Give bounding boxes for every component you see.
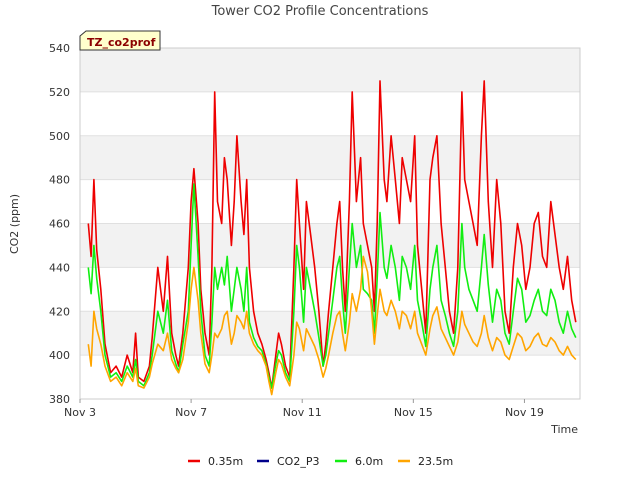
badge-label: TZ_co2prof	[87, 36, 156, 49]
x-tick-label: Nov 11	[283, 406, 322, 419]
legend-label: 0.35m	[208, 455, 243, 468]
background-band	[80, 135, 580, 180]
y-tick-label: 460	[49, 218, 70, 231]
y-tick-label: 440	[49, 261, 70, 274]
site-badge: TZ_co2prof	[79, 30, 161, 51]
y-tick-label: 420	[49, 305, 70, 318]
y-tick-label: 520	[49, 86, 70, 99]
plot-frame	[79, 47, 581, 400]
background-band	[80, 355, 580, 399]
background-band	[80, 91, 580, 136]
background-band	[80, 223, 580, 268]
y-axis-ticks: 380 400 420 440 460 480 500 520 540	[49, 42, 70, 406]
chart-title: Tower CO2 Profile Concentrations	[211, 4, 429, 19]
y-tick-label: 400	[49, 349, 70, 362]
x-tick-label: Nov 15	[394, 406, 433, 419]
x-axis-ticks: Nov 3 Nov 7 Nov 11 Nov 15 Nov 19	[64, 399, 544, 419]
background-band	[80, 179, 580, 224]
legend-label: CO2_P3	[277, 455, 319, 468]
y-tick-label: 540	[49, 42, 70, 55]
x-tick-label: Nov 19	[505, 406, 544, 419]
y-tick-label: 380	[49, 393, 70, 406]
x-tick-label: Nov 3	[64, 406, 96, 419]
legend-label: 6.0m	[355, 455, 383, 468]
series-line-0-35m	[87, 80, 577, 389]
series-line-23-5m	[87, 255, 577, 396]
badge-box	[79, 30, 161, 51]
background-band	[80, 48, 580, 92]
legend: 0.35m CO2_P3 6.0m 23.5m	[188, 455, 453, 468]
plot-background-bands	[80, 48, 580, 399]
y-tick-label: 500	[49, 130, 70, 143]
y-axis-label: CO2 (ppm)	[8, 194, 21, 254]
x-tick-label: Nov 7	[175, 406, 207, 419]
series-line-6-0m	[87, 183, 577, 389]
series-lines	[87, 80, 577, 396]
legend-label: 23.5m	[418, 455, 453, 468]
y-tick-label: 480	[49, 174, 70, 187]
x-axis-label: Time	[550, 423, 578, 436]
